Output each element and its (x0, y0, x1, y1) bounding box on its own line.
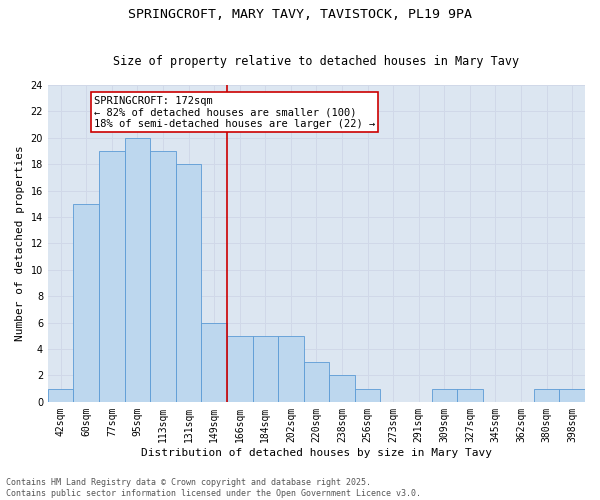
Bar (329, 376, 355, 402)
Text: SPRINGCROFT, MARY TAVY, TAVISTOCK, PL19 9PA: SPRINGCROFT, MARY TAVY, TAVISTOCK, PL19 … (128, 8, 472, 20)
Bar (150, 151, 176, 402)
Bar (355, 388, 380, 402)
Bar (431, 388, 457, 402)
Bar (125, 138, 150, 402)
Bar (99, 151, 125, 402)
Bar (457, 388, 482, 402)
Title: Size of property relative to detached houses in Mary Tavy: Size of property relative to detached ho… (113, 56, 520, 68)
Text: SPRINGCROFT: 172sqm
← 82% of detached houses are smaller (100)
18% of semi-detac: SPRINGCROFT: 172sqm ← 82% of detached ho… (94, 96, 375, 128)
Bar (304, 362, 329, 402)
Bar (534, 388, 559, 402)
Bar (278, 336, 304, 402)
Text: Contains HM Land Registry data © Crown copyright and database right 2025.
Contai: Contains HM Land Registry data © Crown c… (6, 478, 421, 498)
Bar (202, 322, 227, 402)
Bar (48, 388, 73, 402)
Bar (559, 388, 585, 402)
Bar (227, 336, 253, 402)
Bar (73, 204, 99, 402)
Bar (176, 164, 202, 402)
X-axis label: Distribution of detached houses by size in Mary Tavy: Distribution of detached houses by size … (141, 448, 492, 458)
Y-axis label: Number of detached properties: Number of detached properties (15, 146, 25, 342)
Bar (253, 336, 278, 402)
